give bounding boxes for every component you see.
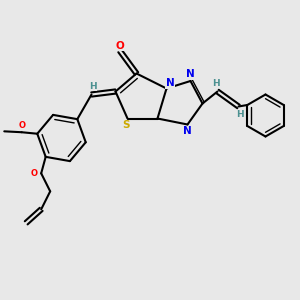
Text: O: O — [30, 169, 37, 178]
Text: O: O — [115, 40, 124, 51]
Text: N: N — [186, 69, 195, 80]
Text: H: H — [89, 82, 97, 91]
Text: N: N — [183, 126, 192, 136]
Text: N: N — [166, 78, 175, 88]
Text: H: H — [212, 79, 220, 88]
Text: H: H — [236, 110, 244, 119]
Text: O: O — [19, 121, 26, 130]
Text: S: S — [122, 120, 130, 130]
